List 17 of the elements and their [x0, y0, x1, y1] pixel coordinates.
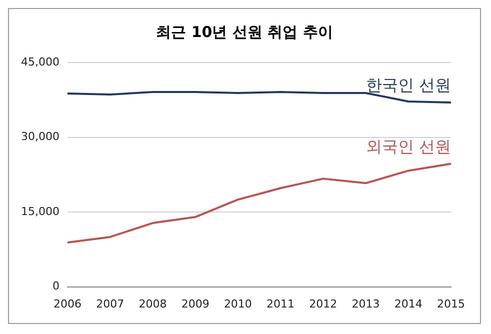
- y-tick-label: 30,000: [20, 130, 60, 144]
- x-tick-label: 2014: [394, 297, 422, 310]
- x-tick-label: 2007: [96, 297, 124, 310]
- chart-title: 최근 10년 선원 취업 추이: [155, 22, 334, 43]
- x-tick-label: 2009: [181, 297, 210, 310]
- x-tick-label: 2006: [53, 297, 82, 310]
- x-tick-label: 2011: [266, 297, 295, 310]
- series-label: 외국인 선원: [366, 136, 451, 156]
- x-tick-label: 2008: [138, 297, 167, 310]
- series-label: 한국인 선원: [366, 76, 451, 95]
- x-tick-label: 2012: [309, 297, 338, 310]
- x-tick-label: 2015: [437, 297, 465, 310]
- y-tick-label: 45,000: [20, 55, 60, 68]
- y-tick-label: 0: [52, 280, 60, 293]
- y-tick-label: 15,000: [20, 204, 60, 218]
- x-tick-label: 2013: [352, 297, 380, 310]
- x-tick-label: 2010: [224, 297, 252, 310]
